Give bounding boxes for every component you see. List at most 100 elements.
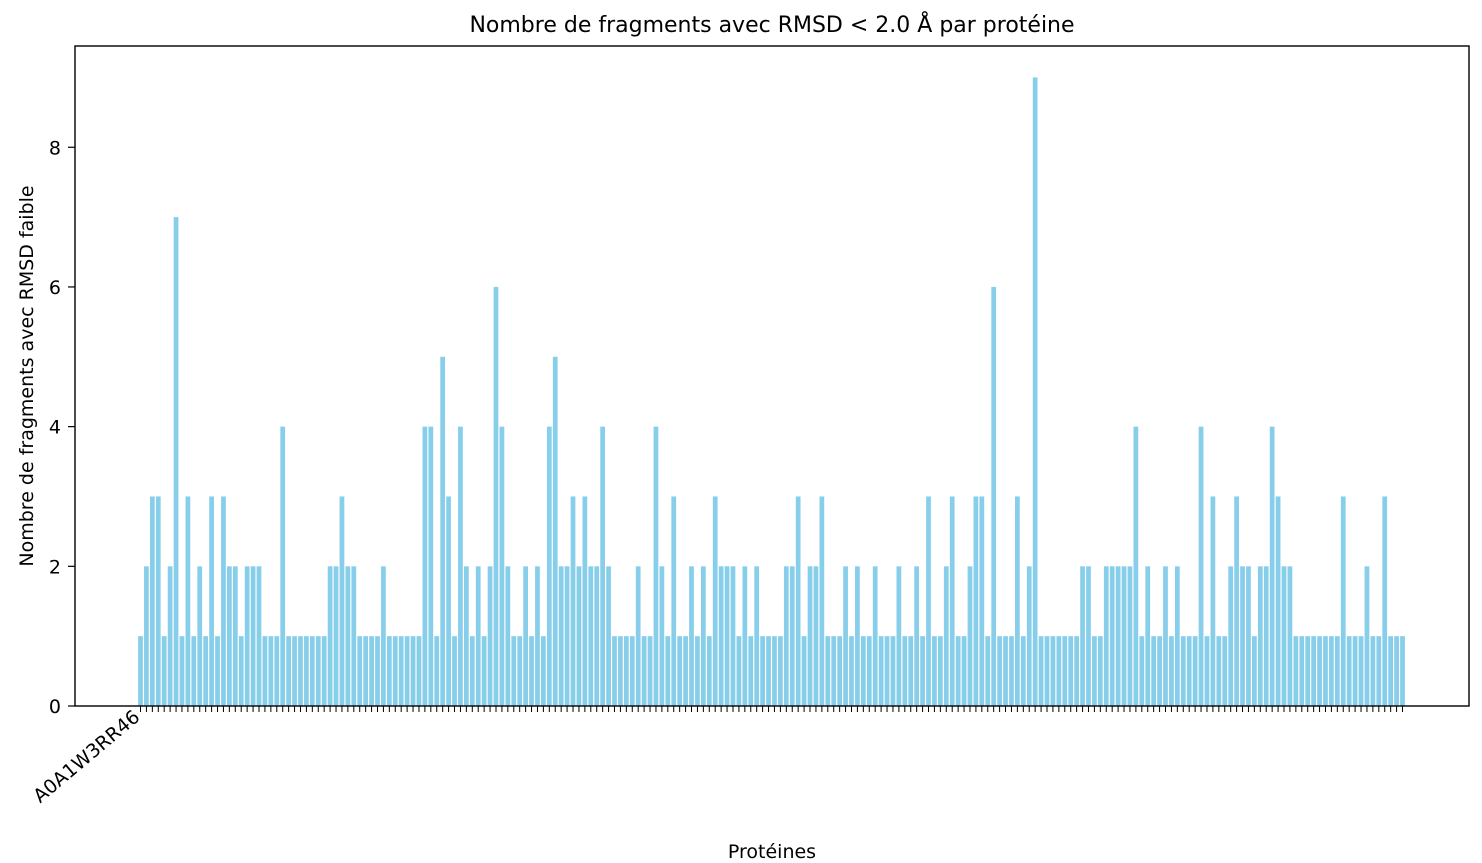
bar xyxy=(879,636,884,706)
bar xyxy=(440,357,445,706)
bar xyxy=(286,636,291,706)
bar xyxy=(612,636,617,706)
bar xyxy=(541,636,546,706)
bar xyxy=(660,566,665,706)
bar xyxy=(843,566,848,706)
bar xyxy=(215,636,220,706)
bar xyxy=(138,636,143,706)
bar xyxy=(1062,636,1067,706)
bar xyxy=(902,636,907,706)
bar xyxy=(381,566,386,706)
bar xyxy=(654,427,659,706)
bar xyxy=(1252,636,1257,706)
bar xyxy=(737,636,742,706)
bar xyxy=(772,636,777,706)
bar xyxy=(1341,496,1346,706)
bar xyxy=(796,496,801,706)
bar xyxy=(831,636,836,706)
bar xyxy=(428,427,433,706)
x-tick-label-first: A0A1W3RR46 xyxy=(29,706,144,807)
bar xyxy=(1323,636,1328,706)
bar xyxy=(1163,566,1168,706)
y-tick-label: 4 xyxy=(49,417,61,439)
bar xyxy=(766,636,771,706)
bar xyxy=(1033,77,1038,706)
bar xyxy=(677,636,682,706)
bar xyxy=(908,636,913,706)
x-axis xyxy=(141,706,1403,712)
bar xyxy=(1282,566,1287,706)
bar xyxy=(1175,566,1180,706)
bar xyxy=(203,636,208,706)
bar xyxy=(1205,636,1210,706)
bar xyxy=(387,636,392,706)
bar xyxy=(168,566,173,706)
bar xyxy=(1080,566,1085,706)
bar xyxy=(1382,496,1387,706)
bar xyxy=(399,636,404,706)
bar xyxy=(369,636,374,706)
bar xyxy=(292,636,297,706)
bar xyxy=(1015,496,1020,706)
bar xyxy=(1270,427,1275,706)
bar xyxy=(156,496,161,706)
bar xyxy=(784,566,789,706)
bar xyxy=(1086,566,1091,706)
bar xyxy=(618,636,623,706)
bar xyxy=(1216,636,1221,706)
bar xyxy=(174,217,179,706)
bar xyxy=(606,566,611,706)
bar xyxy=(150,496,155,706)
bar xyxy=(476,566,481,706)
bar xyxy=(221,496,226,706)
bar xyxy=(600,427,605,706)
bar xyxy=(742,566,747,706)
bar xyxy=(689,566,694,706)
bar xyxy=(1234,496,1239,706)
bar xyxy=(274,636,279,706)
bar xyxy=(648,636,653,706)
bar xyxy=(1098,636,1103,706)
bar xyxy=(849,636,854,706)
bar xyxy=(488,566,493,706)
y-tick-label: 0 xyxy=(49,696,61,718)
bar xyxy=(1187,636,1192,706)
bar xyxy=(1128,566,1133,706)
bar xyxy=(1365,566,1370,706)
bar xyxy=(1122,566,1127,706)
bar xyxy=(328,566,333,706)
bar xyxy=(1311,636,1316,706)
bar xyxy=(962,636,967,706)
bar xyxy=(452,636,457,706)
bar xyxy=(535,566,540,706)
bar xyxy=(405,636,410,706)
bar xyxy=(280,427,285,706)
bar xyxy=(790,566,795,706)
bar xyxy=(713,496,718,706)
bar xyxy=(553,357,558,706)
bar xyxy=(1400,636,1405,706)
bar xyxy=(1371,636,1376,706)
bar xyxy=(180,636,185,706)
bar xyxy=(1181,636,1186,706)
bar xyxy=(1317,636,1322,706)
bar xyxy=(346,566,351,706)
bar xyxy=(257,566,262,706)
bar xyxy=(245,566,250,706)
bar xyxy=(1009,636,1014,706)
bar xyxy=(1134,427,1139,706)
bar xyxy=(304,636,309,706)
bar xyxy=(938,636,943,706)
y-axis-label: Nombre de fragments avec RMSD faible xyxy=(16,185,38,566)
bar xyxy=(819,496,824,706)
bar xyxy=(529,636,534,706)
bar xyxy=(547,427,552,706)
bar xyxy=(197,566,202,706)
bar xyxy=(1051,636,1056,706)
bar xyxy=(233,566,238,706)
bar xyxy=(701,566,706,706)
y-tick-label: 2 xyxy=(49,556,61,578)
bar xyxy=(239,636,244,706)
bar xyxy=(1288,566,1293,706)
